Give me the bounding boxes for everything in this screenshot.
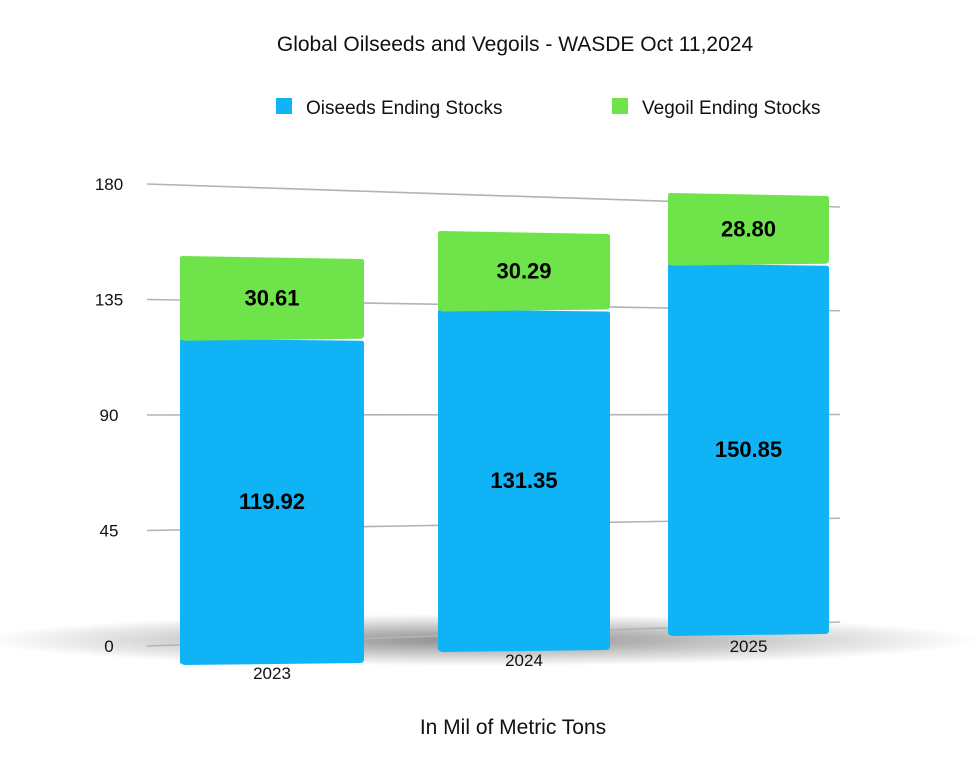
bar-oilseeds-2025 bbox=[668, 263, 829, 636]
x-tick-label-2023: 2023 bbox=[253, 664, 291, 683]
legend-swatch-vegoil bbox=[612, 98, 628, 114]
legend-label-vegoil: Vegoil Ending Stocks bbox=[642, 98, 821, 119]
legend-label-oilseeds: Oiseeds Ending Stocks bbox=[306, 98, 502, 119]
bar-oilseeds-2024 bbox=[438, 309, 610, 652]
bar-vegoil-2023 bbox=[180, 256, 364, 341]
legend: Oiseeds Ending Stocks Vegoil Ending Stoc… bbox=[276, 98, 821, 119]
x-tick-label-2025: 2025 bbox=[730, 637, 768, 656]
x-tick-label-2024: 2024 bbox=[505, 651, 543, 670]
bar-vegoil-2025 bbox=[668, 193, 829, 266]
value-label-vegoil-2023: 30.61 bbox=[244, 285, 299, 310]
value-label-vegoil-2025: 28.80 bbox=[721, 216, 776, 241]
value-label-oilseeds-2024: 131.35 bbox=[490, 468, 557, 493]
legend-swatch-oilseeds bbox=[276, 98, 292, 114]
y-tick-label: 180 bbox=[95, 175, 123, 194]
bar-oilseeds-2023 bbox=[180, 338, 364, 665]
value-label-vegoil-2024: 30.29 bbox=[496, 258, 551, 283]
y-tick-label: 90 bbox=[100, 406, 119, 425]
value-label-oilseeds-2023: 119.92 bbox=[239, 489, 305, 514]
y-tick-label: 0 bbox=[104, 637, 113, 656]
y-tick-label: 45 bbox=[100, 522, 119, 541]
y-tick-label: 135 bbox=[95, 291, 123, 310]
value-label-oilseeds-2025: 150.85 bbox=[715, 437, 782, 462]
x-axis-label: In Mil of Metric Tons bbox=[420, 716, 606, 739]
bar-vegoil-2024 bbox=[438, 231, 610, 312]
chart-title: Global Oilseeds and Vegoils - WASDE Oct … bbox=[277, 33, 754, 56]
